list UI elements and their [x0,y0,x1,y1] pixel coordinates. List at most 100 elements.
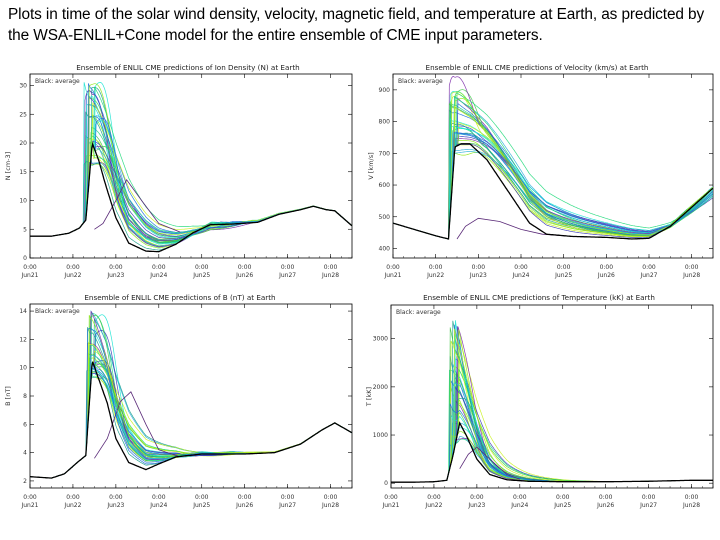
ensemble-series-line [30,102,352,237]
y-tick-label: 3000 [373,336,388,343]
x-tick-time: 0:00 [324,494,338,501]
x-tick-date: Jun22 [426,272,444,279]
y-axis-label: B [nT] [4,386,12,406]
ensemble-series-line [30,361,352,479]
chart-velocity: Ensemble of ENLIL CME predictions of Vel… [367,63,714,279]
ensemble-series-line [393,122,713,240]
x-tick-time: 0:00 [195,264,209,271]
legend-label: Black: average [396,309,441,316]
x-tick-date: Jun25 [554,272,572,279]
ensemble-series-line [30,352,352,479]
ensemble-series-line [30,377,352,479]
x-tick-date: Jun24 [149,272,167,279]
y-tick-label: 500 [379,214,391,221]
x-tick-time: 0:00 [642,264,656,271]
ensemble-series-line [30,120,352,245]
x-tick-time: 0:00 [386,264,400,271]
chart-title: Ensemble of ENLIL CME predictions of Tem… [423,293,655,302]
ensemble-series-line [30,360,352,479]
x-tick-date: Jun23 [106,502,124,509]
ensemble-series-line [30,361,352,479]
ensemble-series-line [391,340,713,483]
x-tick-time: 0:00 [514,264,528,271]
x-tick-time: 0:00 [685,494,699,501]
x-tick-time: 0:00 [427,494,441,501]
x-tick-date: Jun28 [321,502,339,509]
ensemble-series-line [391,334,713,483]
ensemble-series-line [30,361,352,479]
ensemble-series-line [30,115,352,237]
ensemble-series-line [391,358,713,483]
ensemble-series-line [391,438,713,483]
ensemble-series-line [393,143,713,240]
x-tick-time: 0:00 [556,494,570,501]
ensemble-series-line [30,82,352,239]
chart-density: Ensemble of ENLIL CME predictions of Ion… [4,63,353,279]
y-tick-label: 25 [19,111,27,118]
x-tick-date: Jun26 [235,272,253,279]
ensemble-series-line [391,383,713,483]
ensemble-series-line [391,339,713,483]
ensemble-series-line [391,397,713,483]
ensemble-series-line [391,326,713,483]
x-tick-time: 0:00 [195,494,209,501]
average-series-line [30,141,352,253]
x-tick-date: Jun22 [63,502,81,509]
ensemble-series-line [30,111,352,238]
x-tick-date: Jun26 [596,502,614,509]
ensemble-series-line [30,357,352,479]
plot-frame [29,303,353,489]
ensemble-series-line [391,437,713,483]
ensemble-series-line [30,90,352,243]
x-tick-date: Jun22 [63,272,81,279]
y-tick-label: 900 [379,87,391,94]
ensemble-series-line [391,382,713,483]
ensemble-series-line [391,326,713,483]
ensemble-series-line [30,82,352,247]
x-tick-date: Jun28 [682,272,700,279]
ensemble-series-line [30,86,352,237]
average-series-line [30,361,352,479]
ensemble-series-line [391,328,713,483]
outlier-series-line [456,217,564,240]
x-tick-time: 0:00 [152,494,166,501]
y-axis-label: V [km/s] [367,152,375,179]
x-tick-time: 0:00 [513,494,527,501]
chart-magnetic-field: Ensemble of ENLIL CME predictions of B (… [4,293,353,509]
ensemble-series-line [391,365,713,483]
y-tick-label: 800 [379,119,391,126]
ensemble-series-line [30,161,352,242]
ensemble-series-line [30,341,352,479]
ensemble-series-line [391,380,713,483]
y-tick-label: 5 [23,226,27,233]
x-tick-time: 0:00 [470,494,484,501]
y-tick-label: 0 [23,255,27,262]
x-tick-time: 0:00 [66,494,80,501]
x-tick-date: Jun26 [235,502,253,509]
plot-area [30,82,352,253]
slide-title: Plots in time of the solar wind density,… [8,6,705,44]
ensemble-series-line [391,403,713,483]
x-tick-time: 0:00 [642,494,656,501]
ensemble-series-line [391,364,713,483]
chart-temperature: Ensemble of ENLIL CME predictions of Tem… [365,293,714,509]
x-tick-date: Jun23 [469,272,487,279]
outlier-series-line [459,446,520,480]
ensemble-series-line [393,126,713,240]
ensemble-series-line [30,117,352,241]
ensemble-series-line [391,372,713,483]
ensemble-series-line [391,386,713,483]
ensemble-series-line [393,117,713,240]
x-tick-date: Jun24 [149,502,167,509]
plot-area [30,309,352,479]
x-tick-date: Jun21 [381,502,399,509]
ensemble-series-line [391,400,713,483]
ensemble-series-line [391,413,713,483]
panel-velocity: Ensemble of ENLIL CME predictions of Vel… [357,62,720,285]
ensemble-series-line [391,320,713,483]
ensemble-series-line [30,104,352,239]
x-tick-date: Jun22 [424,502,442,509]
ensemble-series-line [30,361,352,479]
ensemble-series-line [393,144,713,240]
ensemble-series-line [30,343,352,479]
